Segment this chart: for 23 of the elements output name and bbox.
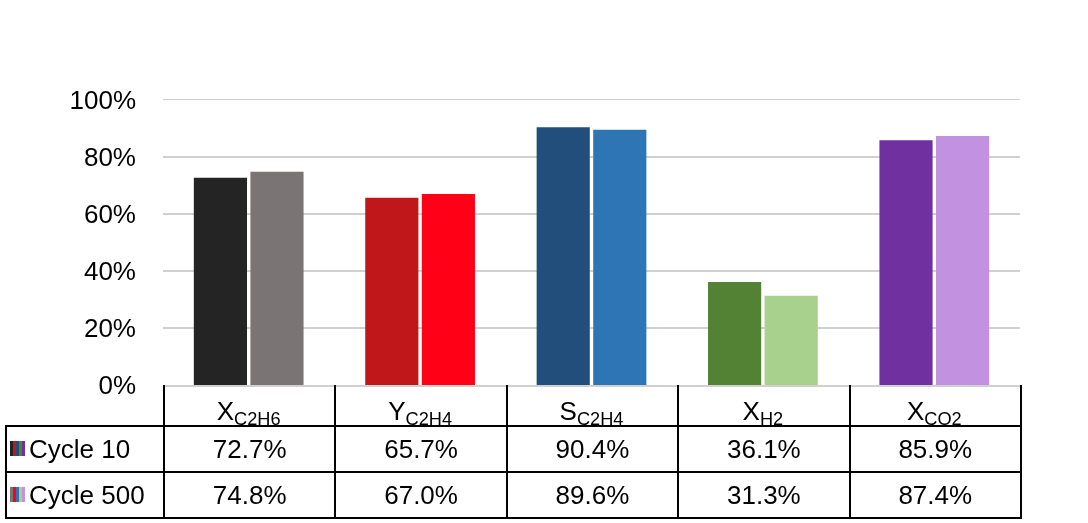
y-tick-label: 100% xyxy=(69,85,136,116)
data-label: 90.4% xyxy=(555,433,630,464)
x-tick-label: X$_{C2H6}$ xyxy=(216,395,281,430)
y-tick-label: 80% xyxy=(83,142,136,173)
data-label: 85.9% xyxy=(898,433,973,464)
legend-label: Cycle 500 xyxy=(29,479,145,510)
data-label: 67.0% xyxy=(335,472,507,518)
x-tick-label: S$_{C2H4}$ xyxy=(559,395,624,430)
y-tick-label: 20% xyxy=(83,313,136,344)
data-label: 87.4% xyxy=(849,472,1021,518)
y-tick-label: 0% xyxy=(98,370,136,401)
x-tick-label: X$_{H2}$ xyxy=(742,395,784,430)
data-label: 65.7% xyxy=(384,433,458,464)
data-label: 74.8% xyxy=(164,472,336,518)
data-label: 89.6% xyxy=(506,472,679,518)
x-tick-label: X$_{CO2}$ xyxy=(906,395,962,430)
x-tick-label: Y$_{C2H4}$ xyxy=(388,395,453,430)
y-tick-label: 60% xyxy=(83,199,136,230)
data-label: 31.3% xyxy=(678,472,850,518)
legend-label: Cycle 10 xyxy=(29,433,131,464)
y-tick-label: 40% xyxy=(83,256,136,287)
data-label: 36.1% xyxy=(727,433,801,464)
data-label: 72.7% xyxy=(212,433,287,464)
